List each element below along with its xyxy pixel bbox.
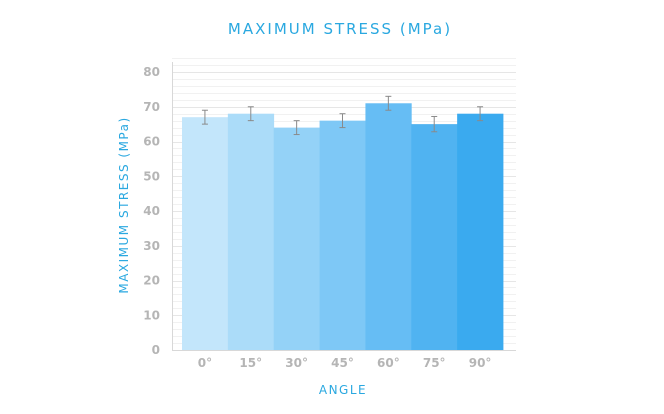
x-tick-label: 60°: [377, 356, 400, 370]
chart-title: MAXIMUM STRESS (MPa): [228, 20, 452, 38]
error-bar: [201, 109, 208, 125]
error-bar: [477, 106, 484, 122]
y-tick-label: 50: [143, 169, 160, 183]
y-tick-label: 20: [143, 274, 160, 288]
x-tick-label: 75°: [423, 356, 446, 370]
y-axis-label: MAXIMUM STRESS (MPa): [117, 116, 131, 293]
bar: [457, 113, 504, 350]
x-tick-label: 30°: [285, 356, 308, 370]
bar: [227, 113, 275, 350]
bar: [273, 127, 320, 350]
error-bar: [293, 120, 300, 136]
x-axis-label: ANGLE: [319, 383, 367, 397]
bar: [365, 103, 412, 351]
y-tick-label: 40: [143, 204, 160, 218]
x-ticks: 0° 15° 30° 45° 60° 75° 90°: [198, 356, 492, 370]
error-bars: [201, 95, 484, 136]
x-tick-label: 15°: [239, 356, 262, 370]
y-tick-label: 10: [143, 308, 160, 322]
x-tick-label: 0°: [198, 356, 212, 370]
y-ticks: 0 10 20 30 40 50 60 70 80: [143, 65, 160, 357]
error-bar: [339, 113, 346, 129]
y-tick-label: 60: [143, 135, 160, 149]
x-tick-label: 90°: [469, 356, 492, 370]
y-tick-label: 70: [143, 100, 160, 114]
bars: [182, 103, 504, 351]
y-tick-label: 30: [143, 239, 160, 253]
bar: [182, 117, 229, 350]
bar: [411, 124, 458, 350]
y-tick-label: 0: [152, 343, 160, 357]
error-bar: [247, 106, 254, 122]
y-tick-label: 80: [143, 65, 160, 79]
bar: [319, 120, 366, 351]
error-bar: [431, 115, 438, 133]
error-bar: [385, 95, 392, 111]
x-tick-label: 45°: [331, 356, 354, 370]
